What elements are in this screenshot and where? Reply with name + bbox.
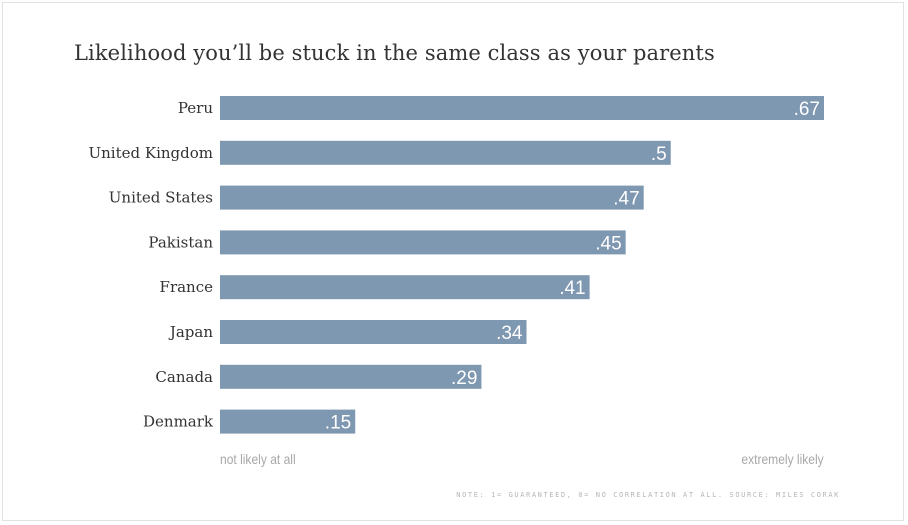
bar-japan [220, 320, 527, 344]
category-label: Canada [155, 368, 213, 386]
chart-title: Likelihood you’ll be stuck in the same c… [74, 41, 715, 65]
category-label: United States [109, 189, 213, 207]
bar-peru [220, 96, 824, 120]
bar-pakistan [220, 230, 626, 255]
value-label: .47 [613, 189, 639, 210]
axis-max-label: extremely likely [741, 451, 824, 467]
axis-min-label: not likely at all [220, 451, 296, 467]
category-label: Denmark [143, 413, 214, 431]
bar-denmark [220, 409, 356, 434]
category-label: Peru [178, 99, 213, 117]
value-label: .5 [651, 144, 667, 165]
bar-united-kingdom [220, 140, 671, 165]
category-label: Pakistan [148, 233, 213, 251]
bar-france [220, 275, 590, 300]
category-label: France [160, 278, 214, 296]
value-label: .29 [451, 368, 477, 389]
category-label: Japan [168, 323, 214, 341]
value-label: .41 [559, 278, 585, 299]
bar-canada [220, 364, 482, 389]
value-label: .45 [595, 233, 621, 254]
category-label: United Kingdom [89, 144, 214, 162]
source-note: NOTE: 1= GUARANTEED, 0= NO CORRELATION A… [456, 491, 840, 499]
value-label: .67 [794, 99, 820, 120]
bar-united-states [220, 185, 644, 210]
value-label: .34 [496, 323, 523, 344]
value-label: .15 [325, 413, 351, 434]
